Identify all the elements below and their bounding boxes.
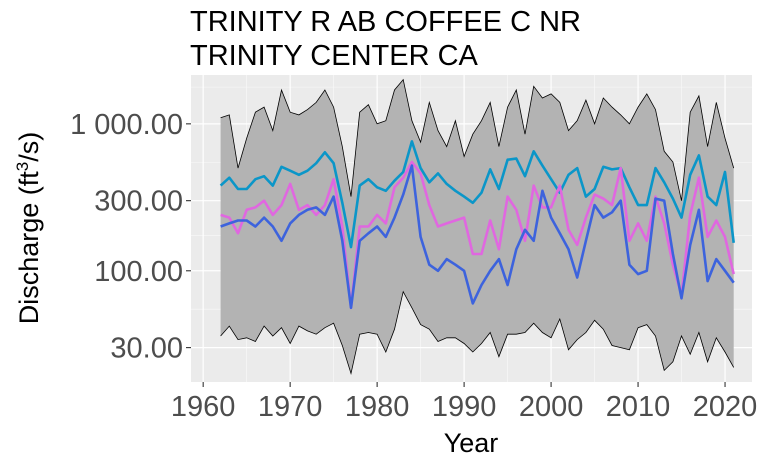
x-axis: 1960 1970 1980 1990 2000 2010 2020 [171,382,757,423]
x-tick-label: 1990 [432,391,497,423]
x-tick-label: 1960 [171,391,236,423]
x-axis-title: Year [444,428,499,458]
range-band-upper-outline [220,78,735,201]
range-band-lower-outline [220,290,735,376]
chart-title-line-2: TRINITY CENTER CA [190,40,479,72]
y-axis-title-suffix: /s) [14,132,44,162]
y-tick-label: 30.00 [110,333,183,365]
series-layer [219,140,735,310]
y-axis: 30.00 100.00 300.00 1 000.00 [70,109,191,365]
x-tick-label: 1980 [345,391,410,423]
series-line-3 [220,164,735,310]
series-line-1 [219,140,735,249]
x-tick-label: 2020 [693,391,757,423]
x-tick-label: 2010 [606,391,671,423]
y-axis-title: Discharge (ft3/s) [13,132,44,325]
x-tick-label: 2000 [519,391,584,423]
y-tick-label: 100.00 [94,256,183,288]
y-tick-label: 300.00 [94,186,183,218]
series-line-2 [220,160,735,310]
y-tick-label: 1 000.00 [70,109,183,141]
y-axis-title-prefix: Discharge (ft [14,171,44,325]
x-tick-label: 1970 [258,391,323,423]
chart-title-line-1: TRINITY R AB COFFEE C NR [190,6,581,38]
y-axis-title-superscript: 3 [13,162,32,171]
